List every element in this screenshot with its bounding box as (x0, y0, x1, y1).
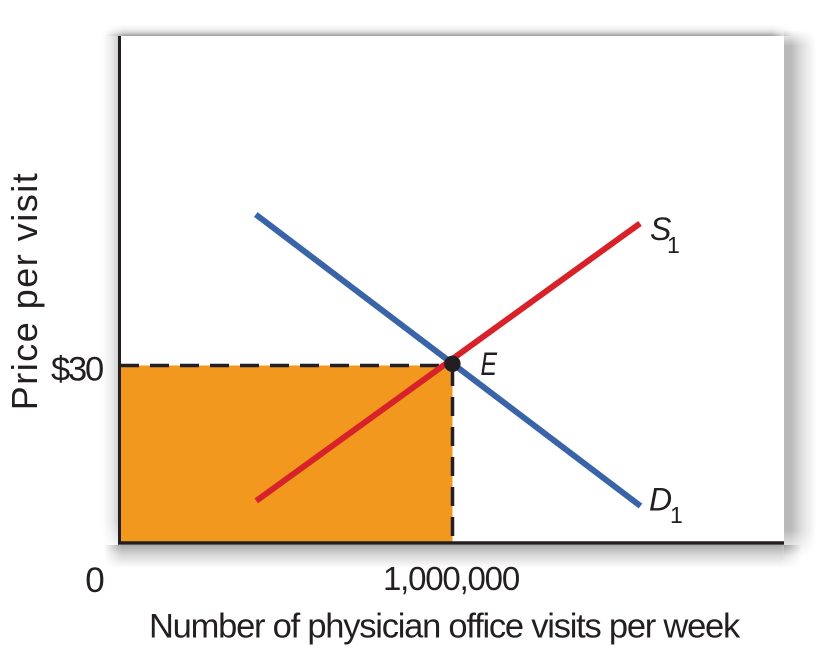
svg-text:D: D (649, 482, 672, 518)
svg-text:1,000,000: 1,000,000 (383, 560, 520, 597)
svg-text:Number of physician office vis: Number of physician office visits per we… (149, 608, 741, 646)
svg-text:Price per visit: Price per visit (4, 172, 45, 411)
svg-text:$30: $30 (51, 351, 103, 389)
svg-text:S: S (650, 211, 671, 247)
svg-text:0: 0 (85, 561, 104, 600)
svg-text:1: 1 (670, 502, 683, 528)
svg-text:1: 1 (667, 232, 680, 258)
svg-text:E: E (481, 346, 498, 382)
